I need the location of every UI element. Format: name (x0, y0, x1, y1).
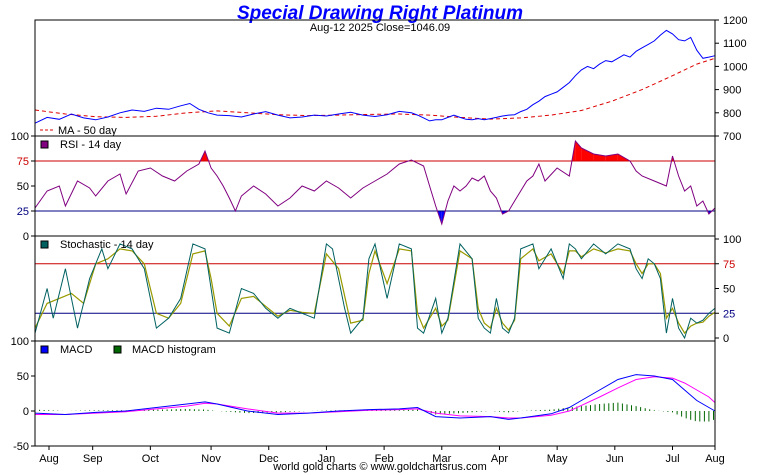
macd-line (34, 374, 716, 420)
month-label: Aug (705, 453, 725, 465)
month-label: Jun (606, 453, 624, 465)
macd-tick-label: 100 (11, 336, 29, 348)
month-label: Apr (491, 453, 508, 465)
rsi-overbought-fill (581, 148, 594, 161)
panel-frame-price (34, 19, 716, 137)
price-tick-label: 1000 (723, 61, 747, 73)
ma-legend-label: MA - 50 day (58, 125, 117, 137)
rsi-tick-label: 0 (23, 231, 29, 243)
macd-legend-swatch (40, 345, 49, 354)
price-tick-label: 900 (723, 85, 741, 97)
macd-tick-label: 50 (17, 371, 29, 383)
rsi-tick-label: 75 (17, 156, 29, 168)
footer-credit: world gold charts © www.goldchartsrus.co… (273, 461, 487, 473)
chart-subtitle: Aug-12 2025 Close=1046.09 (309, 22, 451, 34)
price-tick-label: 800 (723, 108, 741, 120)
price-tick-label: 700 (723, 131, 741, 143)
month-label: Jul (665, 453, 679, 465)
rsi-tick-label: 100 (11, 131, 29, 143)
stoch-tick-label: 0 (723, 333, 729, 345)
macd-histogram-legend-label: MACD histogram (132, 344, 216, 356)
stoch-tick-label: 25 (723, 308, 735, 320)
price-tick-label: 1200 (723, 15, 747, 27)
macd-legend-label: MACD (60, 344, 92, 356)
chart-title: Special Drawing Right Platinum (236, 3, 524, 24)
month-label: Aug (39, 453, 59, 465)
macd-histogram-legend-swatch (113, 345, 122, 354)
month-label: Sep (83, 453, 103, 465)
month-label: May (547, 453, 568, 465)
stoch-tick-label: 100 (723, 234, 741, 246)
month-label: Nov (201, 453, 221, 465)
macd-signal-line (35, 376, 716, 419)
month-label: Mar (432, 453, 451, 465)
rsi-legend-swatch (40, 140, 49, 149)
ma-50-line (34, 57, 716, 120)
macd-tick-label: -50 (13, 441, 29, 453)
stoch-legend-swatch (40, 240, 49, 249)
stoch-line (34, 242, 716, 340)
rsi-overbought-fill (575, 141, 582, 161)
panel-frame-rsi (34, 135, 716, 237)
stoch-signal-line (34, 247, 716, 335)
macd-tick-label: 0 (23, 406, 29, 418)
rsi-tick-label: 50 (17, 181, 29, 193)
stoch-legend-label: Stochastic - 14 day (60, 239, 154, 251)
month-label: Feb (375, 453, 394, 465)
stoch-tick-label: 50 (723, 284, 735, 296)
price-tick-label: 1100 (723, 38, 747, 50)
stoch-tick-label: 75 (723, 259, 735, 271)
price-line (34, 29, 716, 124)
rsi-tick-label: 25 (17, 206, 29, 218)
month-label: Dec (259, 453, 279, 465)
month-label: Jan (318, 453, 336, 465)
rsi-line (34, 139, 716, 226)
panel-frame-macd (34, 340, 716, 447)
month-label: Oct (142, 453, 159, 465)
rsi-legend-label: RSI - 14 day (60, 139, 122, 151)
